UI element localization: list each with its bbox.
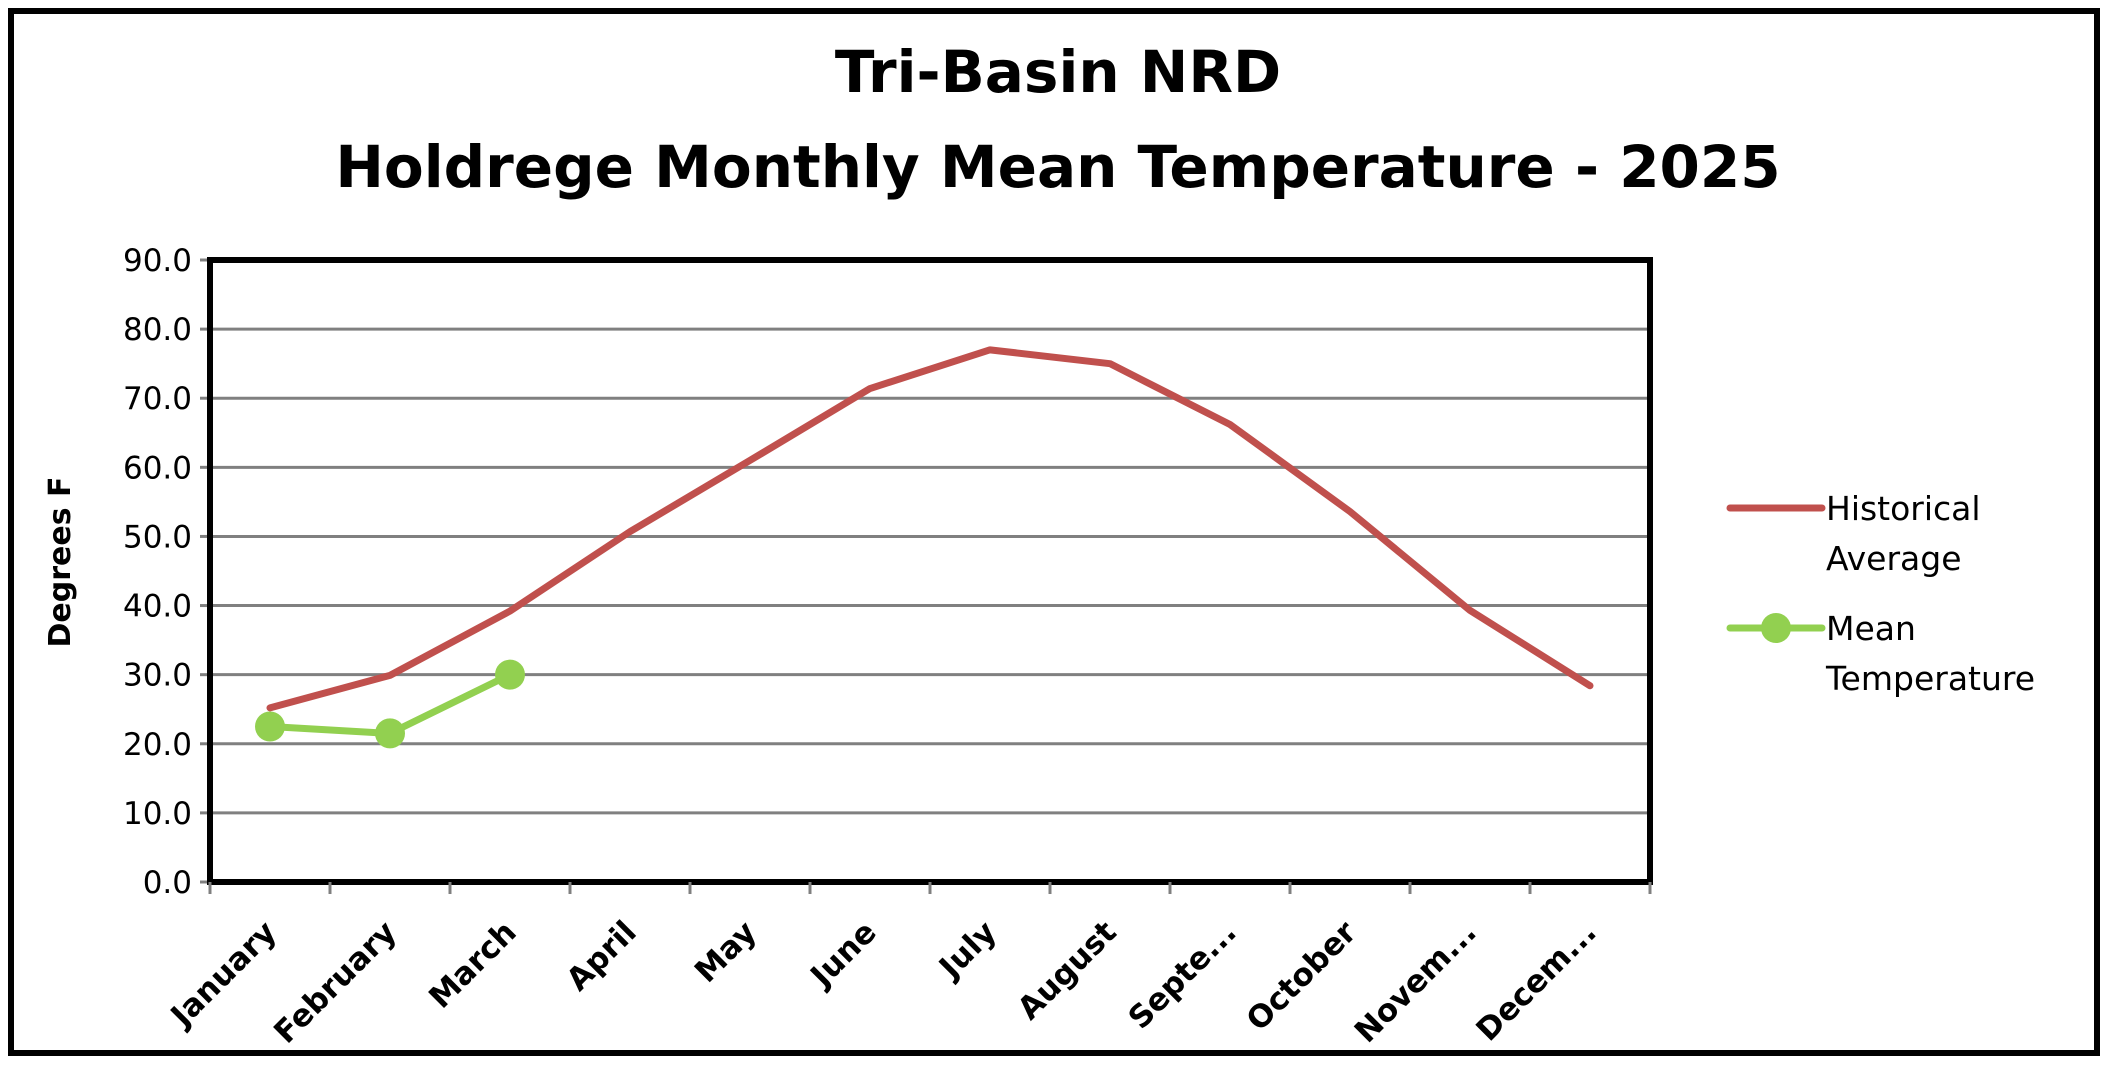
y-tick-label: 0.0 [143, 865, 192, 901]
series-line [266, 346, 1594, 712]
x-tick-label: June [803, 914, 884, 995]
x-tick-label: Septe... [1122, 914, 1244, 1036]
y-tick-label: 80.0 [123, 312, 192, 348]
y-tick-label: 70.0 [123, 381, 192, 417]
chart-subtitle: Holdrege Monthly Mean Temperature - 2025 [335, 133, 1780, 201]
data-point [255, 711, 285, 742]
x-tick-label: March [422, 914, 523, 1015]
y-tick-label: 10.0 [123, 796, 192, 832]
axes: 0.0 10.0 20.0 30.0 40.0 50.0 60.0 70.0 80.0 90.0 J… [123, 243, 1653, 1051]
legend-label: Average [1826, 539, 1962, 578]
y-tick-label: 50.0 [123, 519, 192, 555]
x-tick-label: January [163, 914, 284, 1035]
chart-title: Tri-Basin NRD [835, 38, 1281, 106]
x-tick-label: August [1011, 914, 1124, 1027]
gridlines [210, 327, 1650, 815]
legend-label: Temperature [1825, 659, 2035, 698]
y-axis-label: Degrees F [43, 476, 78, 647]
x-tick-label: October [1240, 914, 1364, 1038]
data-point [375, 718, 405, 749]
legend-label: Historical [1826, 489, 1981, 528]
y-tick-label: 20.0 [123, 727, 192, 763]
data-point [495, 659, 525, 690]
y-tick-label: 60.0 [123, 450, 192, 486]
y-tick-label: 30.0 [123, 658, 192, 694]
x-tick-label: April [560, 914, 644, 998]
x-tick-label: May [688, 914, 764, 990]
y-tick-label: 90.0 [123, 243, 192, 279]
legend: Historical Average Mean Temperature [1726, 489, 2035, 698]
legend-label: Mean [1826, 609, 1916, 648]
legend-marker [1761, 613, 1791, 643]
x-tick-label: Novem... [1348, 914, 1484, 1050]
x-tick-label: Decem... [1469, 914, 1603, 1048]
series-lines [255, 346, 1594, 749]
y-tick-label: 40.0 [123, 589, 192, 625]
x-tick-label: July [931, 914, 1003, 986]
x-tick-label: February [267, 914, 403, 1050]
plot-area-border [207, 257, 1653, 885]
